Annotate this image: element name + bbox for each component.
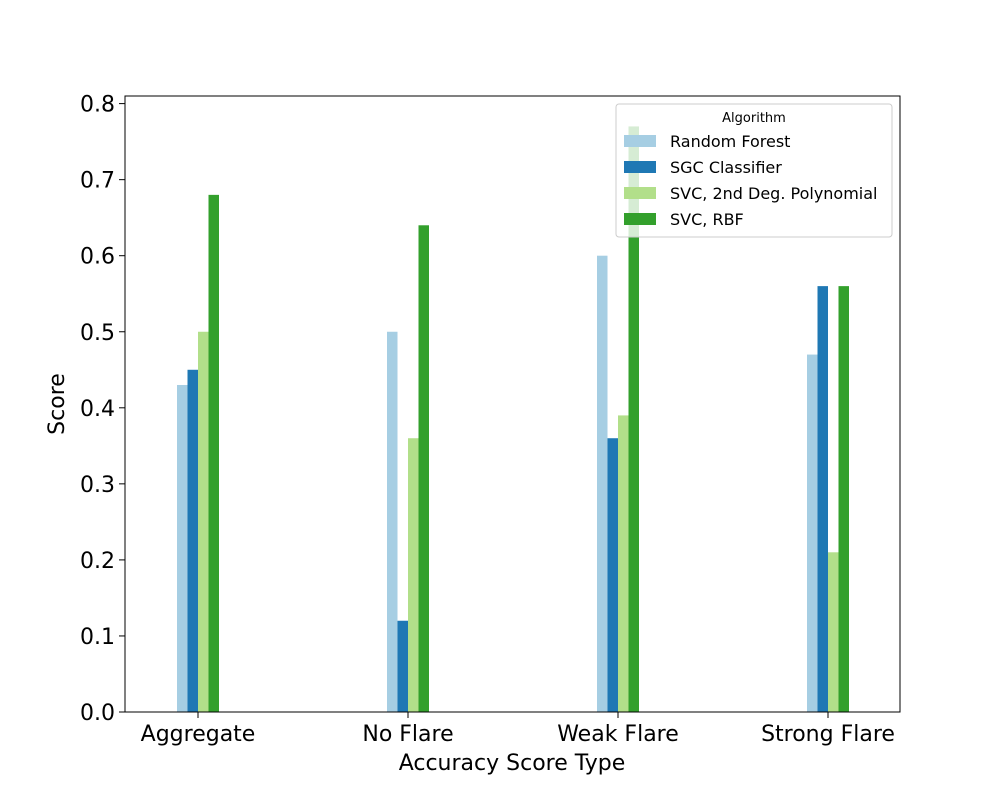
bar-svc-2nd-deg-polynomial-2: [618, 415, 629, 712]
legend: Algorithm Random Forest SGC Classifier SVC,…: [615, 103, 893, 238]
legend-swatch: [624, 187, 656, 199]
bar-sgc-classifier-3: [817, 286, 828, 712]
bar-sgc-classifier-1: [397, 620, 408, 712]
y-tick-label: 0.7: [80, 169, 115, 194]
bar-sgc-classifier-2: [607, 438, 618, 712]
x-tick-label: Strong Flare: [761, 722, 895, 747]
bar-svc-2nd-deg-polynomial-1: [408, 438, 419, 712]
bar-svc-rbf-0: [208, 194, 219, 712]
legend-label: SVC, RBF: [670, 210, 744, 229]
bar-svc-2nd-deg-polynomial-3: [828, 552, 839, 712]
plot-frame: [124, 95, 901, 713]
legend-swatch: [624, 161, 656, 173]
y-tick-label: 0.2: [80, 549, 115, 574]
legend-box: [615, 103, 893, 238]
legend-swatch: [624, 135, 656, 147]
bar-random-forest-1: [387, 331, 398, 712]
bar-svc-rbf-3: [838, 286, 849, 712]
bar-svc-rbf-2: [628, 126, 639, 713]
y-tick-label: 0.1: [80, 625, 115, 650]
y-tick-label: 0.6: [80, 245, 115, 270]
y-tick-label: 0.5: [80, 321, 115, 346]
bar-random-forest-0: [177, 384, 188, 712]
x-tick-label: No Flare: [362, 722, 453, 747]
y-tick-label: 0.8: [80, 93, 115, 118]
y-axis: 0.0 0.1 0.2 0.3 0.4 0.5 0.6 0.7 0.8: [80, 93, 125, 726]
y-tick-label: 0.0: [80, 701, 115, 726]
y-tick-label: 0.3: [80, 473, 115, 498]
bar-random-forest-2: [597, 255, 608, 712]
x-tick-label: Aggregate: [141, 722, 256, 747]
bar-random-forest-3: [807, 354, 818, 712]
legend-label: SGC Classifier: [670, 158, 782, 177]
legend-swatch: [624, 213, 656, 225]
legend-title: Algorithm: [722, 111, 786, 126]
x-tick-label: Weak Flare: [557, 722, 679, 747]
legend-label: SVC, 2nd Deg. Polynomial: [670, 184, 878, 203]
y-tick-label: 0.4: [80, 397, 115, 422]
x-axis: Aggregate No Flare Weak Flare Strong Flare: [141, 712, 895, 747]
bar-sgc-classifier-0: [187, 369, 198, 712]
x-axis-title: Accuracy Score Type: [399, 751, 626, 776]
bar-svc-2nd-deg-polynomial-0: [198, 331, 209, 712]
legend-label: Random Forest: [670, 132, 790, 151]
bar-svc-rbf-1: [418, 225, 429, 713]
bars-group: [177, 126, 849, 713]
y-axis-title: Score: [45, 373, 70, 435]
